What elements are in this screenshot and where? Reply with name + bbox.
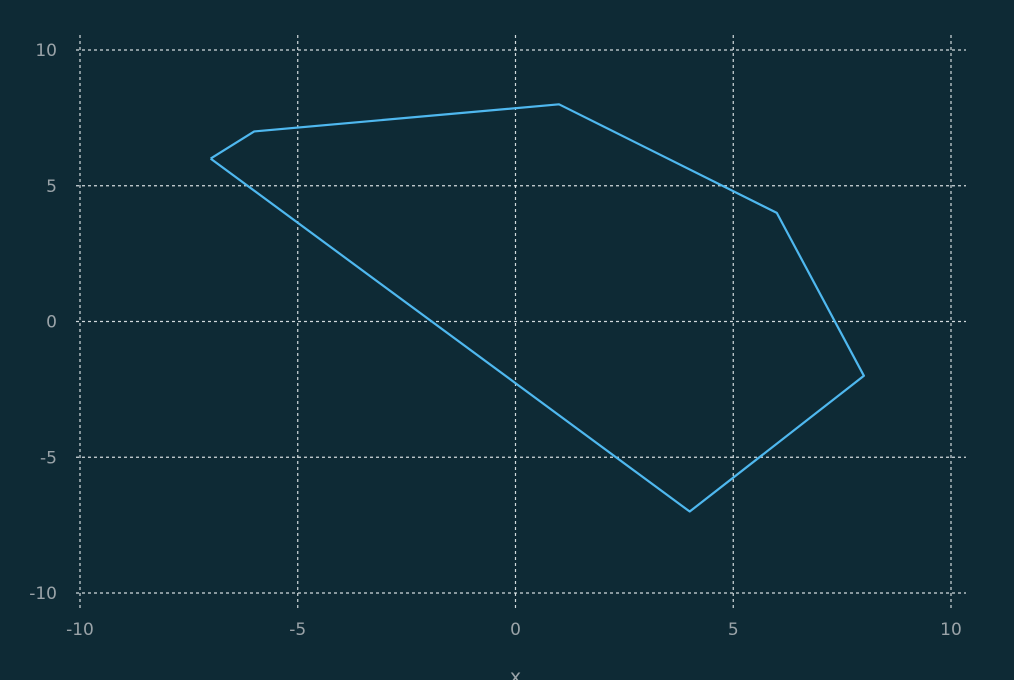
y-tick-label: 10 xyxy=(35,41,57,61)
y-tick-label: 5 xyxy=(46,177,57,197)
x-tick-label: 10 xyxy=(940,620,962,640)
x-tick-label: -5 xyxy=(289,620,306,640)
x-tick-label: 5 xyxy=(728,620,739,640)
tick-labels: -10 -5 0 5 10 -10 -5 0 5 10 xyxy=(29,41,962,640)
series-layer xyxy=(209,103,866,513)
y-tick-label: -10 xyxy=(29,584,57,604)
y-tick-label: -5 xyxy=(40,448,57,468)
series-line xyxy=(209,103,866,513)
x-tick-label: 0 xyxy=(510,620,521,640)
y-tick-label: 0 xyxy=(46,313,57,333)
grid xyxy=(76,35,966,608)
x-tick-label: -10 xyxy=(66,620,94,640)
x-axis-title: x xyxy=(510,666,521,680)
